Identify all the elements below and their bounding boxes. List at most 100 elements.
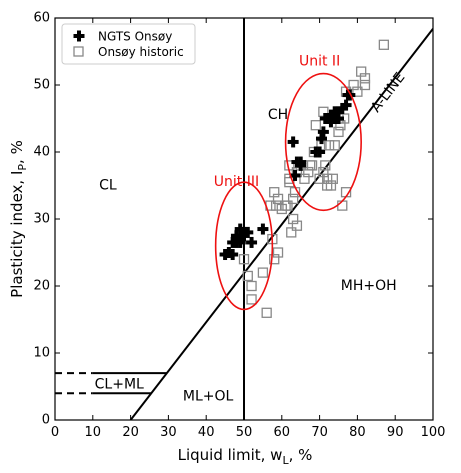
point-ngts-v (319, 133, 324, 145)
legend-marker-historic (73, 46, 84, 57)
point-historic (323, 140, 335, 151)
x-tick-label: 30 (160, 425, 177, 440)
x-axis-label-main: Liquid limit, w (178, 446, 283, 464)
point-historic (284, 176, 295, 188)
point-historic (356, 66, 367, 77)
point-ngts-v (223, 249, 228, 261)
point-historic (269, 254, 280, 265)
point-ngts-v (242, 230, 246, 242)
point-historic (286, 227, 297, 238)
point-ngts (242, 226, 254, 238)
point-ngts (333, 106, 344, 118)
point-historic (261, 307, 272, 318)
x-tick-label: 100 (421, 425, 446, 440)
y-axis-label-sub: P (16, 164, 29, 171)
x-tick-label: 70 (311, 425, 328, 440)
x-tick-label: 90 (387, 425, 404, 440)
y-axis-label-unit: , % (8, 140, 26, 164)
point-ngts (325, 116, 337, 128)
point-historic (310, 120, 321, 131)
point-ngts (314, 146, 326, 158)
x-tick-label: 60 (274, 425, 291, 440)
point-ngts-v (328, 116, 333, 128)
point-historic (318, 166, 329, 178)
y-axis: 0 10 20 30 40 50 60 (33, 11, 433, 428)
point-ngts-v (347, 89, 352, 101)
x-tick-label: 20 (122, 425, 139, 440)
a-line-label: A-LINE (368, 70, 409, 116)
point-ngts-v (325, 113, 330, 124)
point-historic (272, 247, 284, 258)
point-historic (378, 39, 390, 50)
point-ngts (287, 136, 299, 148)
point-ngts (234, 223, 246, 235)
region-label-cl-ml: CL+ML (95, 376, 144, 392)
point-historic (299, 173, 310, 184)
point-ngts (230, 230, 242, 242)
point-ngts (336, 102, 348, 114)
point-historic (242, 270, 253, 282)
point-ngts-v (238, 236, 243, 248)
region-label-cl: CL (99, 178, 117, 194)
point-historic (322, 173, 333, 184)
point-historic (287, 193, 299, 205)
point-historic (359, 79, 371, 91)
point-ngts-v (249, 236, 254, 248)
point-ngts-v (340, 102, 345, 114)
x-tick-label: 80 (349, 425, 366, 440)
legend-marker-ngts (73, 30, 85, 42)
y-tick-label: 30 (33, 212, 50, 227)
annotation-unit-iii: Unit III (214, 174, 259, 190)
unit-ellipse-2 (284, 72, 362, 212)
x-tick-label: 0 (51, 425, 59, 440)
y-tick-label: 40 (33, 145, 50, 160)
y-tick-label: 0 (42, 413, 50, 428)
point-ngts-v (260, 223, 265, 235)
legend: NGTS Onsøy Onsøy historic (61, 23, 196, 65)
point-ngts-v (245, 226, 250, 238)
point-historic (257, 267, 269, 278)
point-ngts (325, 109, 337, 121)
point-ngts (315, 133, 327, 145)
point-ngts-v (344, 99, 349, 111)
point-ngts-v (317, 146, 322, 158)
point-historic (327, 173, 338, 184)
point-ngts (333, 113, 344, 124)
point-ngts (257, 223, 269, 235)
point-ngts-v (336, 113, 341, 124)
y-axis-label-main: Plasticity index, I (8, 171, 26, 298)
point-ngts-v (336, 106, 341, 118)
point-historic (282, 200, 293, 211)
y-axis-label: Plasticity index, IP, % (8, 140, 29, 298)
point-ngts (317, 126, 329, 138)
point-historic (333, 126, 344, 138)
y-tick-label: 50 (33, 78, 50, 93)
point-ngts-v (226, 247, 231, 258)
unit-ellipse-1 (214, 181, 274, 311)
point-ngts-v (321, 126, 326, 138)
point-ngts (246, 236, 258, 248)
point-ngts-v (293, 169, 298, 181)
point-historic (276, 203, 287, 215)
point-historic (272, 193, 284, 205)
x-axis-label-sub: L (282, 454, 289, 467)
region-label-ch: CH (268, 107, 288, 123)
point-historic (359, 73, 371, 84)
point-historic (246, 294, 257, 305)
y-tick-label: 10 (33, 346, 50, 361)
point-ngts (295, 159, 307, 171)
point-ngts (234, 236, 246, 248)
point-historic (246, 280, 257, 292)
legend-label-ngts: NGTS Onsøy (98, 30, 172, 44)
point-ngts (223, 247, 235, 258)
point-historic (325, 180, 337, 191)
x-tick-label: 10 (85, 425, 102, 440)
point-historic (314, 173, 325, 184)
x-tick-label: 50 (236, 425, 253, 440)
point-ngts-v (291, 136, 296, 148)
point-historic (238, 254, 250, 265)
point-ngts (289, 169, 301, 181)
point-ngts-v (238, 223, 243, 235)
x-tick-label: 40 (198, 425, 215, 440)
